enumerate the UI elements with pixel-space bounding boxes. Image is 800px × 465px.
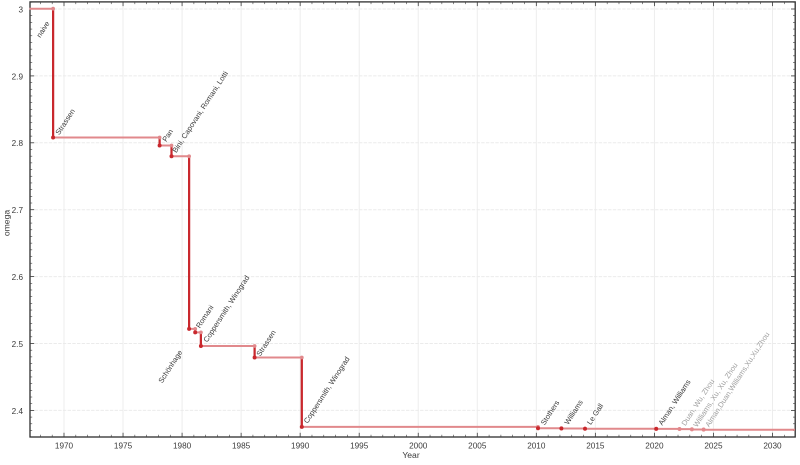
svg-text:1970: 1970 [55, 441, 74, 450]
svg-text:1980: 1980 [173, 441, 192, 450]
svg-text:2.9: 2.9 [12, 72, 24, 81]
svg-text:3: 3 [18, 5, 23, 14]
svg-text:2.8: 2.8 [12, 139, 24, 148]
svg-text:1990: 1990 [291, 441, 310, 450]
svg-text:omega: omega [2, 210, 12, 236]
svg-text:2.5: 2.5 [12, 340, 24, 349]
svg-text:2005: 2005 [468, 441, 487, 450]
svg-text:2.7: 2.7 [12, 206, 24, 215]
svg-text:Year: Year [402, 450, 420, 460]
svg-text:2.6: 2.6 [12, 273, 24, 282]
svg-text:2010: 2010 [527, 441, 546, 450]
svg-text:2025: 2025 [704, 441, 723, 450]
svg-text:2020: 2020 [645, 441, 664, 450]
svg-text:2015: 2015 [586, 441, 605, 450]
svg-text:1995: 1995 [350, 441, 369, 450]
svg-text:1985: 1985 [232, 441, 251, 450]
svg-text:2030: 2030 [763, 441, 782, 450]
svg-text:1975: 1975 [114, 441, 133, 450]
svg-text:2000: 2000 [409, 441, 428, 450]
svg-text:2.4: 2.4 [12, 407, 24, 416]
